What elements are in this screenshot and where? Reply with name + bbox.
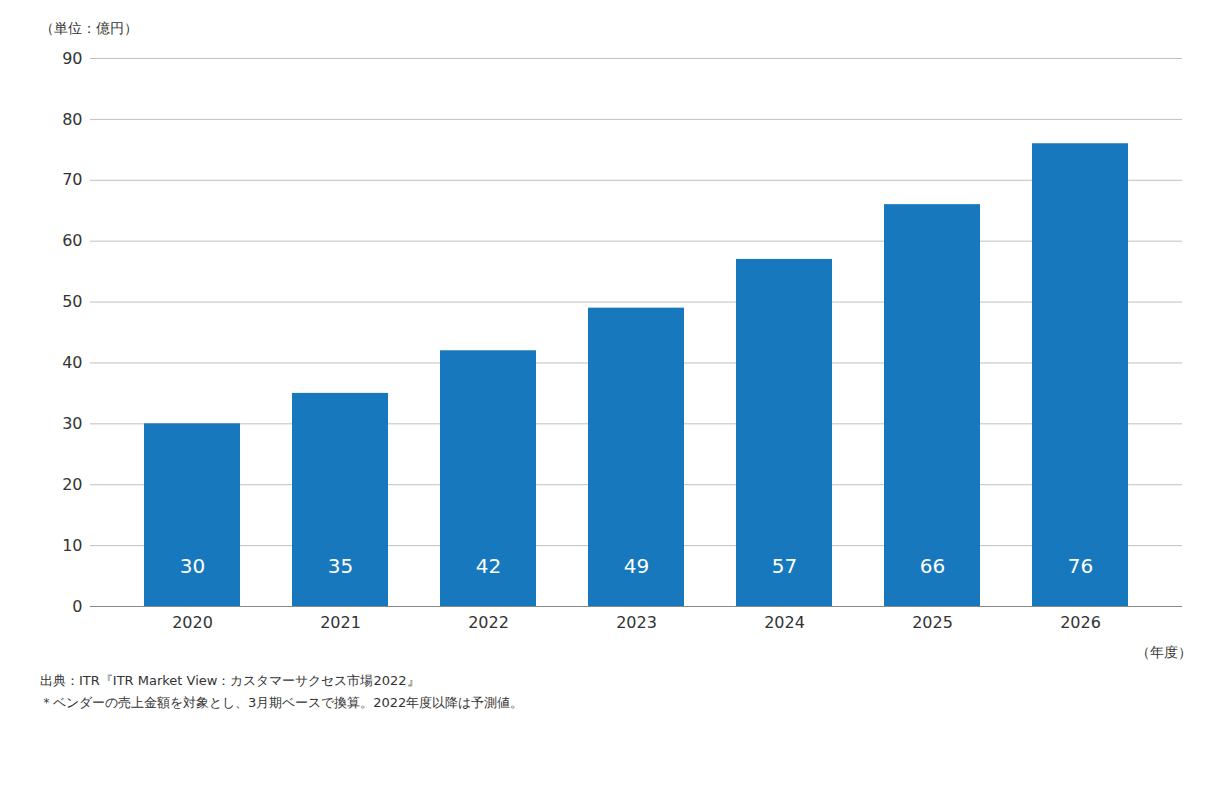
html-text:出典：ITR『ITR Market View：カスタマーサク: 出典：ITR『ITR Market View：カスタマーサクセス市場2022』 bbox=[40, 673, 420, 688]
svg-text:60: 60 bbox=[62, 231, 82, 250]
svg-text:2021: 2021 bbox=[320, 613, 361, 632]
svg-text:2024: 2024 bbox=[764, 613, 805, 632]
svg-text:2023: 2023 bbox=[616, 613, 657, 632]
svg-text:30: 30 bbox=[62, 414, 82, 433]
svg-text:0: 0 bbox=[72, 597, 82, 616]
svg-text:66: 66 bbox=[920, 554, 945, 578]
svg-text:2026: 2026 bbox=[1060, 613, 1101, 632]
svg-text:2020: 2020 bbox=[172, 613, 213, 632]
html-text:＊ベンダーの売上金額を対象とし、3月期ベースで換算。2022: ＊ベンダーの売上金額を対象とし、3月期ベースで換算。2022年度以降は予測値。 bbox=[40, 695, 524, 710]
svg-text:2022: 2022 bbox=[468, 613, 509, 632]
svg-text:80: 80 bbox=[62, 110, 82, 129]
svg-text:10: 10 bbox=[62, 536, 82, 555]
svg-text:2025: 2025 bbox=[912, 613, 953, 632]
html-text:（年度）: （年度） bbox=[1136, 644, 1192, 660]
svg-text:49: 49 bbox=[624, 554, 649, 578]
svg-text:20: 20 bbox=[62, 475, 82, 494]
svg-text:90: 90 bbox=[62, 49, 82, 68]
svg-text:70: 70 bbox=[62, 170, 82, 189]
svg-text:40: 40 bbox=[62, 353, 82, 372]
svg-text:30: 30 bbox=[180, 554, 205, 578]
svg-text:35: 35 bbox=[328, 554, 353, 578]
svg-text:50: 50 bbox=[62, 292, 82, 311]
svg-text:42: 42 bbox=[476, 554, 501, 578]
svg-text:76: 76 bbox=[1068, 554, 1093, 578]
svg-text:57: 57 bbox=[772, 554, 797, 578]
html-text:（単位：億円）: （単位：億円） bbox=[40, 20, 138, 36]
